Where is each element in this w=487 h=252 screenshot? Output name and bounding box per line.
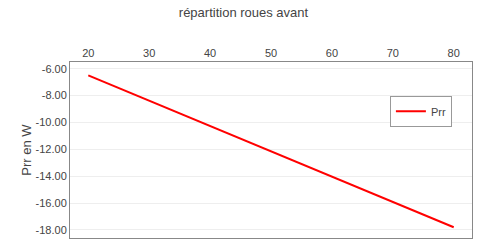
svg-text:50: 50	[265, 47, 277, 59]
svg-text:-14.00: -14.00	[36, 170, 67, 182]
svg-text:Prr: Prr	[431, 106, 446, 118]
svg-text:-18.00: -18.00	[36, 224, 67, 236]
svg-text:60: 60	[326, 47, 338, 59]
svg-text:30: 30	[143, 47, 155, 59]
svg-text:40: 40	[204, 47, 216, 59]
svg-text:-12.00: -12.00	[36, 143, 67, 155]
svg-text:Prr en W: Prr en W	[19, 124, 34, 176]
svg-text:70: 70	[387, 47, 399, 59]
svg-text:répartition roues avant: répartition roues avant	[179, 5, 309, 20]
svg-text:-6.00: -6.00	[42, 63, 67, 75]
svg-text:20: 20	[82, 47, 94, 59]
svg-text:-10.00: -10.00	[36, 116, 67, 128]
svg-text:-8.00: -8.00	[42, 89, 67, 101]
svg-text:-16.00: -16.00	[36, 197, 67, 209]
svg-text:80: 80	[448, 47, 460, 59]
